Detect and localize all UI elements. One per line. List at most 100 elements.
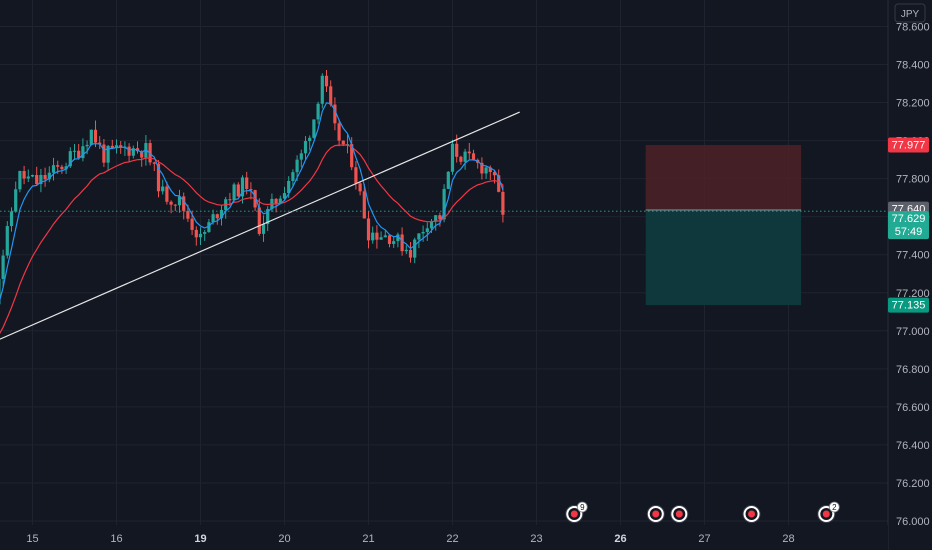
candle-body[interactable] <box>86 145 89 146</box>
candle-body[interactable] <box>401 234 404 251</box>
candle-body[interactable] <box>6 226 9 256</box>
candle-body[interactable] <box>10 212 13 226</box>
candle-body[interactable] <box>237 184 240 196</box>
candle-body[interactable] <box>52 165 55 173</box>
candle-body[interactable] <box>2 256 5 279</box>
candle-body[interactable] <box>174 205 177 206</box>
candle-body[interactable] <box>447 172 450 189</box>
event-marker-dot <box>748 511 755 518</box>
currency-label: JPY <box>895 4 925 22</box>
candle-body[interactable] <box>464 152 467 162</box>
candle-body[interactable] <box>308 138 311 141</box>
candle-body[interactable] <box>300 153 303 159</box>
event-marker-dot <box>571 511 578 518</box>
candle-body[interactable] <box>73 151 76 152</box>
candle-body[interactable] <box>392 241 395 244</box>
candle-body[interactable] <box>384 235 387 237</box>
price-tick-label: 76.400 <box>896 440 930 452</box>
candle-body[interactable] <box>228 199 231 200</box>
time-tick-label: 28 <box>782 533 794 545</box>
candle-body[interactable] <box>18 171 21 189</box>
price-tick-label: 78.200 <box>896 98 930 110</box>
price-axis[interactable]: 76.000 76.200 76.400 76.600 76.800 77.000 77.2… <box>888 0 932 550</box>
candle-body[interactable] <box>203 232 206 234</box>
candle-body[interactable] <box>451 144 454 172</box>
candle-body[interactable] <box>321 76 324 104</box>
candle-body[interactable] <box>485 167 488 173</box>
candle-body[interactable] <box>430 222 433 229</box>
candle-body[interactable] <box>186 211 189 219</box>
candle-body[interactable] <box>380 237 383 239</box>
candle-body[interactable] <box>102 145 105 163</box>
candle-body[interactable] <box>245 177 248 189</box>
candle-body[interactable] <box>388 235 391 244</box>
candle-body[interactable] <box>359 183 362 191</box>
candle-body[interactable] <box>170 202 173 205</box>
candle-body[interactable] <box>262 224 265 234</box>
candle-body[interactable] <box>455 144 458 157</box>
candle-body[interactable] <box>405 250 408 251</box>
candle-body[interactable] <box>44 175 47 179</box>
candle-body[interactable] <box>317 104 320 120</box>
candle-body[interactable] <box>90 130 93 145</box>
candle-body[interactable] <box>195 230 198 237</box>
candle-body[interactable] <box>459 157 462 162</box>
event-marker-dot <box>652 511 659 518</box>
candle-body[interactable] <box>354 167 357 183</box>
candle-body[interactable] <box>275 199 278 204</box>
candle-body[interactable] <box>165 187 168 202</box>
candle-body[interactable] <box>371 233 374 241</box>
candle-body[interactable] <box>31 175 34 176</box>
time-tick-label: 21 <box>362 533 374 545</box>
candle-body[interactable] <box>413 240 416 258</box>
candle-body[interactable] <box>60 167 63 169</box>
candle-body[interactable] <box>56 165 59 167</box>
stop-loss-zone[interactable] <box>646 145 801 210</box>
candle-body[interactable] <box>27 176 30 178</box>
candle-body[interactable] <box>14 189 17 211</box>
candle-body[interactable] <box>128 147 131 156</box>
candle-body[interactable] <box>468 152 471 154</box>
price-tick-label: 76.200 <box>896 478 930 490</box>
price-label-text: 77.135 <box>892 300 926 312</box>
price-tick-label: 76.600 <box>896 402 930 414</box>
candle-body[interactable] <box>417 233 420 239</box>
candle-body[interactable] <box>199 234 202 237</box>
candle-body[interactable] <box>409 250 412 258</box>
candle-body[interactable] <box>233 184 236 200</box>
candle-body[interactable] <box>422 232 425 233</box>
candle-body[interactable] <box>212 214 215 222</box>
candle-body[interactable] <box>291 172 294 181</box>
candle-body[interactable] <box>216 214 219 218</box>
candle-body[interactable] <box>329 86 332 104</box>
time-tick-label: 20 <box>278 533 290 545</box>
candle-body[interactable] <box>472 153 475 160</box>
candle-body[interactable] <box>363 191 366 218</box>
candle-body[interactable] <box>153 162 156 163</box>
candle-body[interactable] <box>35 175 38 184</box>
candle-body[interactable] <box>304 141 307 153</box>
time-tick-label: 22 <box>446 533 458 545</box>
candle-body[interactable] <box>338 123 341 140</box>
price-tick-label: 77.400 <box>896 250 930 262</box>
candle-body[interactable] <box>23 171 26 178</box>
candle-body[interactable] <box>312 119 315 137</box>
candle-body[interactable] <box>426 228 429 232</box>
candle-body[interactable] <box>325 76 328 87</box>
candle-body[interactable] <box>191 219 194 230</box>
time-axis[interactable]: 15 16 19 20 21 22 23 26 27 28 <box>0 525 888 550</box>
candle-body[interactable] <box>296 160 299 173</box>
time-tick-label: 27 <box>698 533 710 545</box>
candle-body[interactable] <box>94 130 97 143</box>
time-tick-label: 19 <box>194 533 206 545</box>
position-tool[interactable] <box>646 145 801 305</box>
candle-body[interactable] <box>161 187 164 192</box>
price-tick-label: 76.800 <box>896 364 930 376</box>
price-tick-label: 78.600 <box>896 21 930 33</box>
take-profit-zone[interactable] <box>646 210 801 305</box>
event-count-text: 2 <box>832 503 837 512</box>
candle-body[interactable] <box>367 218 370 240</box>
candle-body[interactable] <box>342 141 345 145</box>
candle-body[interactable] <box>375 233 378 240</box>
